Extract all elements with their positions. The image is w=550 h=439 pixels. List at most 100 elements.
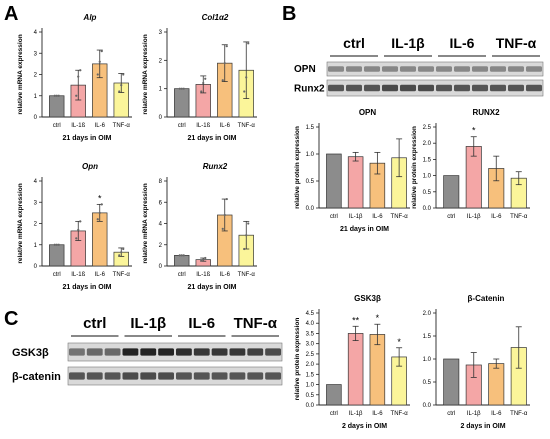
data-point <box>180 254 183 257</box>
category-label: IL-1ß <box>196 123 210 129</box>
blot-strip <box>326 61 544 77</box>
y-tick-label: 0.0 <box>423 403 432 409</box>
panel-letter-a: A <box>4 3 18 25</box>
data-point <box>223 213 226 217</box>
y-tick-label: 8 <box>159 179 163 185</box>
bar-ctrl <box>174 88 190 118</box>
data-point <box>57 94 60 97</box>
category-label: IL-1β <box>467 214 481 220</box>
y-tick-label: 2 <box>159 58 163 64</box>
y-tick-label: 2 <box>34 73 38 79</box>
x-axis-label: 2 days in OIM <box>342 423 387 430</box>
y-tick-label: 2 <box>34 222 38 228</box>
data-point <box>98 211 101 214</box>
blot-band <box>69 348 85 356</box>
x-axis-label: 21 days in OIM <box>187 135 236 142</box>
category-label: IL-1ß <box>71 123 85 129</box>
blot-band <box>122 372 139 380</box>
category-label: IL-1β <box>349 411 363 417</box>
y-tick-label: 2 <box>159 243 163 249</box>
y-tick-label: 1.0 <box>423 174 432 180</box>
category-label: ctrl <box>53 123 61 129</box>
y-tick-label: 2.0 <box>423 311 432 317</box>
y-tick-label: 1 <box>159 87 163 93</box>
data-point <box>96 218 99 221</box>
data-point <box>120 251 123 254</box>
data-point <box>221 227 224 230</box>
y-tick-label: 4.5 <box>306 311 315 317</box>
category-label: IL-6 <box>372 411 383 417</box>
data-point <box>122 73 125 76</box>
blot-header: IL-6 <box>188 315 215 332</box>
category-label: IL-6 <box>95 123 106 129</box>
category-label: TNF-α <box>510 214 528 220</box>
data-point <box>118 90 121 93</box>
y-tick-label: 4 <box>159 222 163 228</box>
data-point <box>243 90 246 93</box>
x-axis-label: 21 days in OIM <box>62 284 111 291</box>
category-label: IL-6 <box>372 214 383 220</box>
category-label: IL-6 <box>220 272 231 278</box>
y-tick-label: 1.5 <box>306 372 315 378</box>
chart-title: β-Catenin <box>468 294 505 303</box>
y-tick-label: 2.5 <box>423 125 432 131</box>
blot-band <box>104 372 121 380</box>
bar-ctrl <box>49 244 65 267</box>
panel-letter-c: C <box>4 308 18 330</box>
y-tick-label: 0.0 <box>423 206 432 212</box>
category-label: IL-6 <box>491 214 502 220</box>
x-axis-label: 21 days in OIM <box>340 226 389 233</box>
blot-header: IL-1β <box>130 315 166 332</box>
y-tick-label: 3 <box>34 200 38 206</box>
category-label: ctrl <box>178 272 186 278</box>
blot-band <box>436 66 452 72</box>
chart-title: Col1α2 <box>202 13 229 22</box>
x-axis-label: 21 days in OIM <box>62 135 111 142</box>
bar-ctrl <box>49 95 65 118</box>
blot-strip <box>326 79 544 97</box>
y-tick-label: 0.5 <box>423 190 432 196</box>
chart-1-a: Col1α2 0 1 2 3 relative mRNA expression ctrl IL… <box>142 13 257 142</box>
data-point <box>243 247 246 251</box>
blot-band <box>364 84 380 92</box>
blot-row-label: Runx2 <box>294 84 325 95</box>
blot-band <box>400 66 416 72</box>
blot-band <box>472 84 488 92</box>
blot-band <box>265 348 281 356</box>
y-axis-label: relative protein expression <box>411 126 418 209</box>
blot-band <box>454 84 470 92</box>
blot-band <box>122 348 139 356</box>
significance-marker: * <box>98 193 102 203</box>
blot-band <box>247 372 264 380</box>
y-tick-label: 2.0 <box>423 141 432 147</box>
category-label: IL-6 <box>220 123 231 129</box>
significance-marker: * <box>397 337 401 347</box>
blot-band <box>265 372 281 380</box>
y-tick-label: 0.5 <box>423 380 432 386</box>
data-point <box>75 94 78 97</box>
blot-header: ctrl <box>83 315 106 332</box>
chart-title: Runx2 <box>203 162 228 171</box>
blot-band <box>211 348 228 356</box>
category-label: TNF-α <box>510 411 528 417</box>
data-point <box>202 81 205 85</box>
blot-header: IL-6 <box>450 35 475 51</box>
category-label: TNF-α <box>391 214 409 220</box>
y-tick-label: 0 <box>34 115 38 121</box>
blot-band <box>526 66 542 72</box>
data-point <box>200 90 203 93</box>
data-point <box>178 87 181 90</box>
y-axis-label: relative protein expression <box>294 318 301 401</box>
chart-4-b: OPN 0.0 0.5 1.0 1.5 relative protein expressi… <box>294 108 410 233</box>
data-point <box>225 45 228 48</box>
category-label: ctrl <box>447 214 455 220</box>
chart-title: Opn <box>82 162 98 171</box>
data-point <box>55 243 58 246</box>
data-point <box>122 247 125 251</box>
category-label: ctrl <box>447 411 455 417</box>
blot-band <box>436 84 452 92</box>
blot-band <box>490 84 506 92</box>
chart-5-b: RUNX2 0.0 0.5 1.0 1.5 2.0 2.5 relative protein … <box>411 108 530 220</box>
data-point <box>77 228 80 231</box>
blot-row-label: OPN <box>294 64 316 75</box>
